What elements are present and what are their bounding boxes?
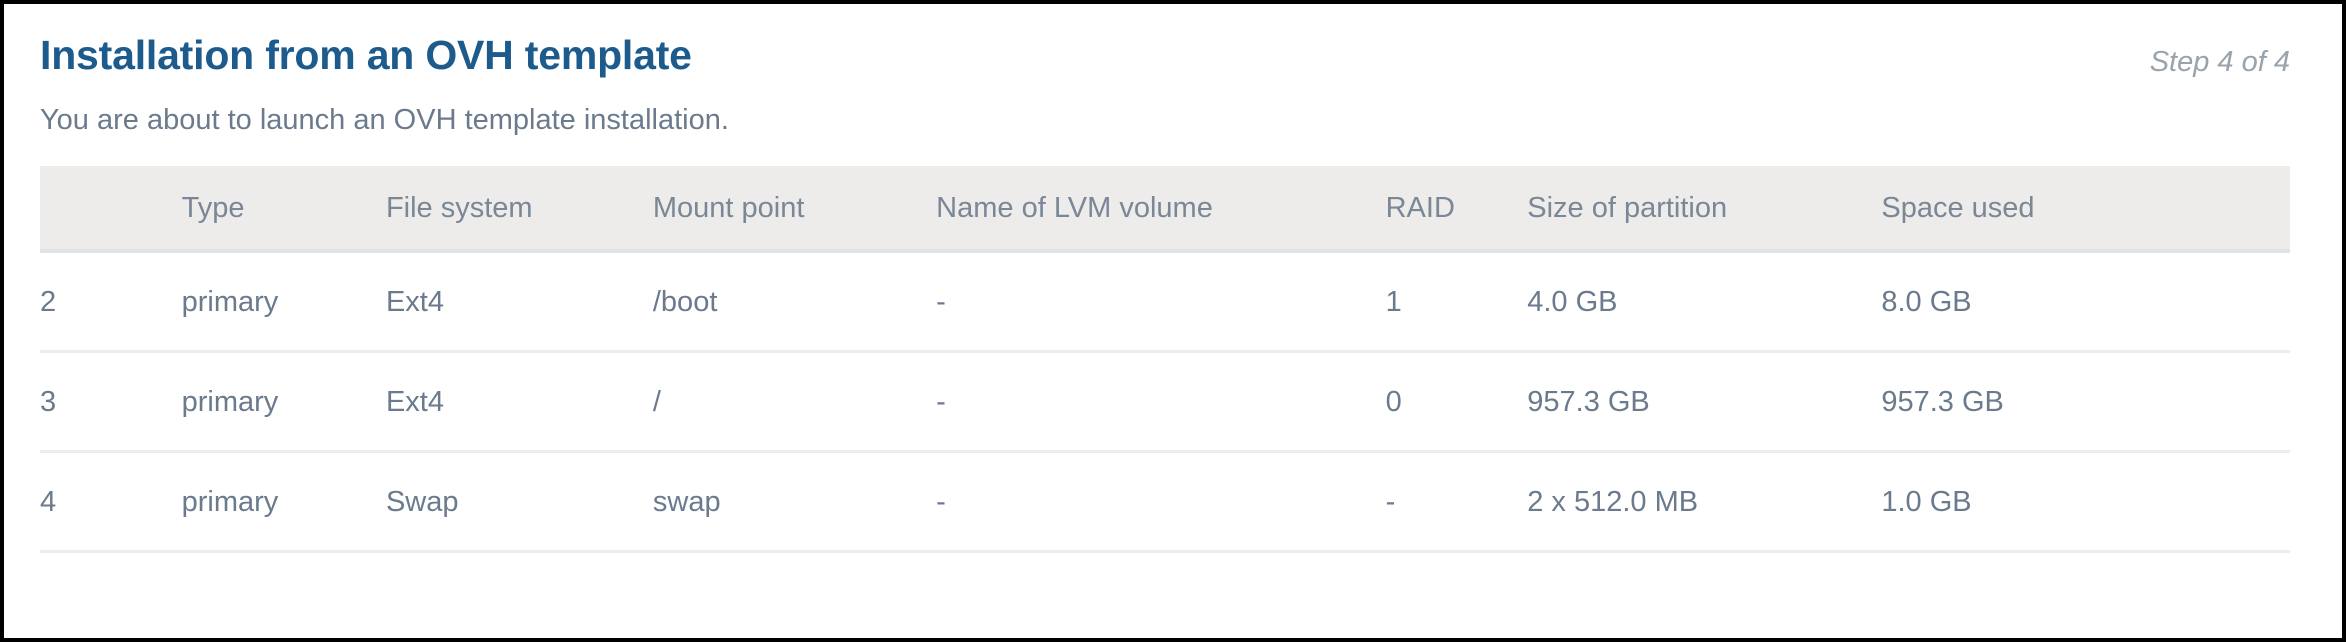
cell-used: 1.0 GB — [1881, 451, 2290, 553]
cell-mountpoint: / — [652, 351, 937, 453]
partition-table-wrapper: Type File system Mount point Name of LVM… — [40, 166, 2290, 553]
table-header-row: Type File system Mount point Name of LVM… — [40, 166, 2290, 253]
cell-lvm: - — [936, 251, 1386, 353]
cell-index: 2 — [40, 251, 182, 353]
partition-table-body: 2 primary Ext4 /boot - 1 4.0 GB 8.0 GB 3… — [40, 251, 2290, 553]
column-header-index — [40, 166, 182, 253]
cell-type: primary — [181, 351, 386, 453]
cell-size: 957.3 GB — [1527, 351, 1882, 453]
cell-raid: 0 — [1385, 351, 1528, 453]
page-title: Installation from an OVH template — [40, 32, 692, 78]
cell-used: 8.0 GB — [1881, 251, 2290, 353]
cell-used: 957.3 GB — [1881, 351, 2290, 453]
step-indicator: Step 4 of 4 — [2149, 46, 2290, 78]
column-header-raid: RAID — [1385, 166, 1528, 253]
cell-mountpoint: swap — [652, 451, 937, 553]
column-header-lvm: Name of LVM volume — [936, 166, 1386, 253]
partition-table-head: Type File system Mount point Name of LVM… — [40, 166, 2290, 253]
cell-filesystem: Swap — [385, 451, 653, 553]
cell-index: 4 — [40, 451, 182, 553]
column-header-type: Type — [181, 166, 386, 253]
partition-table: Type File system Mount point Name of LVM… — [40, 166, 2290, 553]
cell-index: 3 — [40, 351, 182, 453]
cell-filesystem: Ext4 — [385, 251, 653, 353]
column-header-used: Space used — [1881, 166, 2290, 253]
column-header-size: Size of partition — [1527, 166, 1882, 253]
lead-description: You are about to launch an OVH template … — [40, 104, 729, 136]
column-header-mountpoint: Mount point — [652, 166, 937, 253]
cell-raid: - — [1385, 451, 1528, 553]
cell-size: 2 x 512.0 MB — [1527, 451, 1882, 553]
content-panel: Installation from an OVH template Step 4… — [4, 4, 2342, 638]
table-row: 4 primary Swap swap - - 2 x 512.0 MB 1.0… — [40, 451, 2290, 553]
cell-type: primary — [181, 451, 386, 553]
column-header-filesystem: File system — [385, 166, 653, 253]
panel-header: Installation from an OVH template Step 4… — [40, 30, 2302, 92]
cell-lvm: - — [936, 451, 1386, 553]
cell-mountpoint: /boot — [652, 251, 937, 353]
cell-type: primary — [181, 251, 386, 353]
cell-lvm: - — [936, 351, 1386, 453]
table-row: 3 primary Ext4 / - 0 957.3 GB 957.3 GB — [40, 351, 2290, 453]
cell-size: 4.0 GB — [1527, 251, 1882, 353]
table-row: 2 primary Ext4 /boot - 1 4.0 GB 8.0 GB — [40, 251, 2290, 353]
cell-raid: 1 — [1385, 251, 1528, 353]
cell-filesystem: Ext4 — [385, 351, 653, 453]
